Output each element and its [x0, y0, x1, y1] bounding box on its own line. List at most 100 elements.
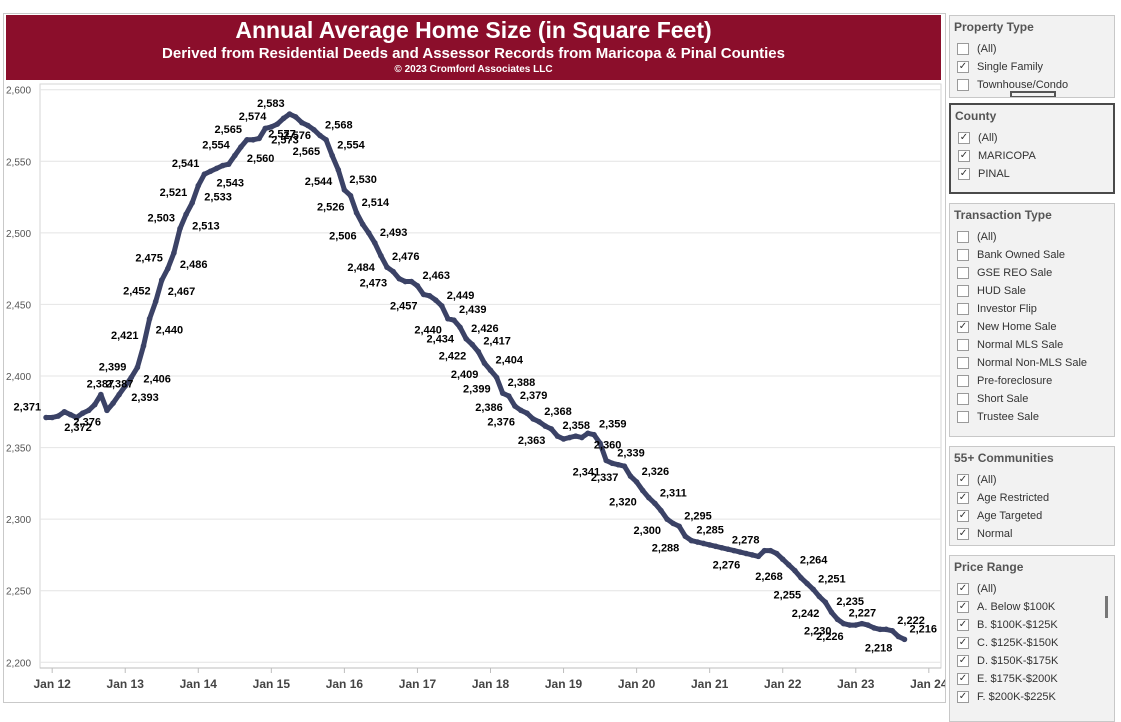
data-point — [779, 556, 786, 563]
data-label: 2,406 — [143, 373, 171, 385]
data-point — [378, 252, 384, 259]
filter-option-label: (All) — [977, 583, 997, 595]
checkbox-checked[interactable]: ✓ — [958, 150, 970, 162]
data-point — [810, 586, 816, 593]
filter-option[interactable]: ✓ Age Targeted — [950, 507, 1114, 525]
checkbox-checked[interactable]: ✓ — [957, 691, 969, 703]
filter-option[interactable]: Investor Flip — [950, 300, 1114, 318]
checkbox-unchecked[interactable] — [957, 375, 969, 387]
filter-option[interactable]: ✓ F. $200K-$225K — [950, 688, 1114, 706]
checkbox-checked[interactable]: ✓ — [957, 637, 969, 649]
data-label: 2,399 — [463, 383, 491, 395]
data-label: 2,426 — [471, 323, 499, 335]
filter-option[interactable]: Normal MLS Sale — [950, 336, 1114, 354]
data-label: 2,276 — [713, 559, 741, 571]
filter-option-label: D. $150K-$175K — [977, 655, 1059, 667]
checkbox-checked[interactable]: ✓ — [957, 583, 969, 595]
data-point — [572, 433, 579, 439]
filter-option[interactable]: Pre-foreclosure — [950, 372, 1114, 390]
data-point — [901, 636, 908, 643]
checkbox-unchecked[interactable] — [957, 393, 969, 405]
filter-option[interactable]: ✓ A. Below $100K — [950, 598, 1114, 616]
filter-option-label: (All) — [977, 474, 997, 486]
data-point — [390, 268, 396, 275]
filter-option[interactable]: ✓ PINAL — [951, 165, 1113, 183]
checkbox-checked[interactable]: ✓ — [957, 321, 969, 333]
data-point — [171, 250, 177, 256]
data-point — [85, 407, 92, 414]
filter-panel-county: County ✓ (All) ✓ MARICOPA ✓ PINAL — [949, 103, 1115, 194]
x-tick-label: Jan 19 — [545, 677, 583, 691]
checkbox-unchecked[interactable] — [957, 357, 969, 369]
filter-option[interactable]: ✓ New Home Sale — [950, 318, 1114, 336]
checkbox-unchecked[interactable] — [957, 339, 969, 351]
checkbox-checked[interactable]: ✓ — [958, 168, 970, 180]
filter-option[interactable]: ✓ (All) — [950, 471, 1114, 489]
checkbox-unchecked[interactable] — [957, 79, 969, 91]
x-tick-label: Jan 14 — [180, 677, 218, 691]
data-point — [743, 550, 749, 557]
checkbox-unchecked[interactable] — [957, 411, 969, 423]
data-label: 2,216 — [909, 623, 937, 635]
checkbox-checked[interactable]: ✓ — [957, 61, 969, 73]
filter-option[interactable]: Short Sale — [950, 390, 1114, 408]
data-point — [152, 298, 159, 305]
checkbox-checked[interactable]: ✓ — [957, 474, 969, 486]
data-point — [128, 374, 135, 381]
checkbox-checked[interactable]: ✓ — [957, 510, 969, 522]
data-label: 2,565 — [214, 124, 242, 136]
data-point — [469, 341, 476, 348]
data-point — [49, 414, 55, 421]
data-point — [719, 544, 725, 551]
checkbox-checked[interactable]: ✓ — [957, 673, 969, 685]
checkbox-checked[interactable]: ✓ — [957, 528, 969, 540]
filter-option[interactable]: HUD Sale — [950, 282, 1114, 300]
filter-option[interactable]: ✓ (All) — [951, 129, 1113, 147]
data-point — [274, 121, 281, 127]
filter-option-label: C. $125K-$150K — [977, 637, 1059, 649]
checkbox-unchecked[interactable] — [957, 231, 969, 243]
filter-option[interactable]: ✓ C. $125K-$150K — [950, 634, 1114, 652]
data-point — [627, 473, 634, 479]
data-point — [554, 433, 561, 439]
data-point — [268, 124, 275, 130]
filter-option[interactable]: ✓ E. $175K-$200K — [950, 670, 1114, 688]
checkbox-unchecked[interactable] — [957, 249, 969, 261]
filter-option[interactable]: (All) — [950, 228, 1114, 246]
checkbox-unchecked[interactable] — [957, 267, 969, 279]
checkbox-unchecked[interactable] — [957, 285, 969, 297]
filter-option[interactable]: ✓ Single Family — [950, 58, 1114, 76]
filter-option[interactable]: ✓ D. $150K-$175K — [950, 652, 1114, 670]
checkbox-checked[interactable]: ✓ — [957, 619, 969, 631]
data-point — [189, 200, 195, 206]
filter-option-label: Age Restricted — [977, 492, 1050, 504]
checkbox-unchecked[interactable] — [957, 43, 969, 55]
filter-option[interactable]: Townhouse/Condo — [950, 76, 1114, 94]
filter-option[interactable]: GSE REO Sale — [950, 264, 1114, 282]
filter-option[interactable]: ✓ Normal — [950, 525, 1114, 543]
checkbox-checked[interactable]: ✓ — [958, 132, 970, 144]
data-point — [426, 293, 433, 299]
filter-option-label: Pre-foreclosure — [977, 375, 1053, 387]
panel-resize-handle[interactable] — [1010, 91, 1056, 97]
filter-option[interactable]: Bank Owned Sale — [950, 246, 1114, 264]
data-point — [67, 411, 74, 418]
filter-option[interactable]: ✓ (All) — [950, 580, 1114, 598]
chart-title: Annual Average Home Size (in Square Feet… — [235, 17, 712, 43]
data-label: 2,554 — [337, 140, 365, 152]
data-point — [347, 192, 354, 199]
checkbox-checked[interactable]: ✓ — [957, 601, 969, 613]
scrollbar-thumb[interactable] — [1105, 596, 1108, 618]
filter-option[interactable]: ✓ B. $100K-$125K — [950, 616, 1114, 634]
filter-option[interactable]: Trustee Sale — [950, 408, 1114, 426]
data-point — [664, 516, 670, 522]
y-tick-label: 2,500 — [6, 229, 31, 240]
filter-option[interactable]: Normal Non-MLS Sale — [950, 354, 1114, 372]
checkbox-checked[interactable]: ✓ — [957, 655, 969, 667]
filter-option[interactable]: ✓ Age Restricted — [950, 489, 1114, 507]
filter-option[interactable]: ✓ MARICOPA — [951, 147, 1113, 165]
filter-option[interactable]: (All) — [950, 40, 1114, 58]
data-label: 2,486 — [180, 259, 208, 271]
checkbox-unchecked[interactable] — [957, 303, 969, 315]
checkbox-checked[interactable]: ✓ — [957, 492, 969, 504]
